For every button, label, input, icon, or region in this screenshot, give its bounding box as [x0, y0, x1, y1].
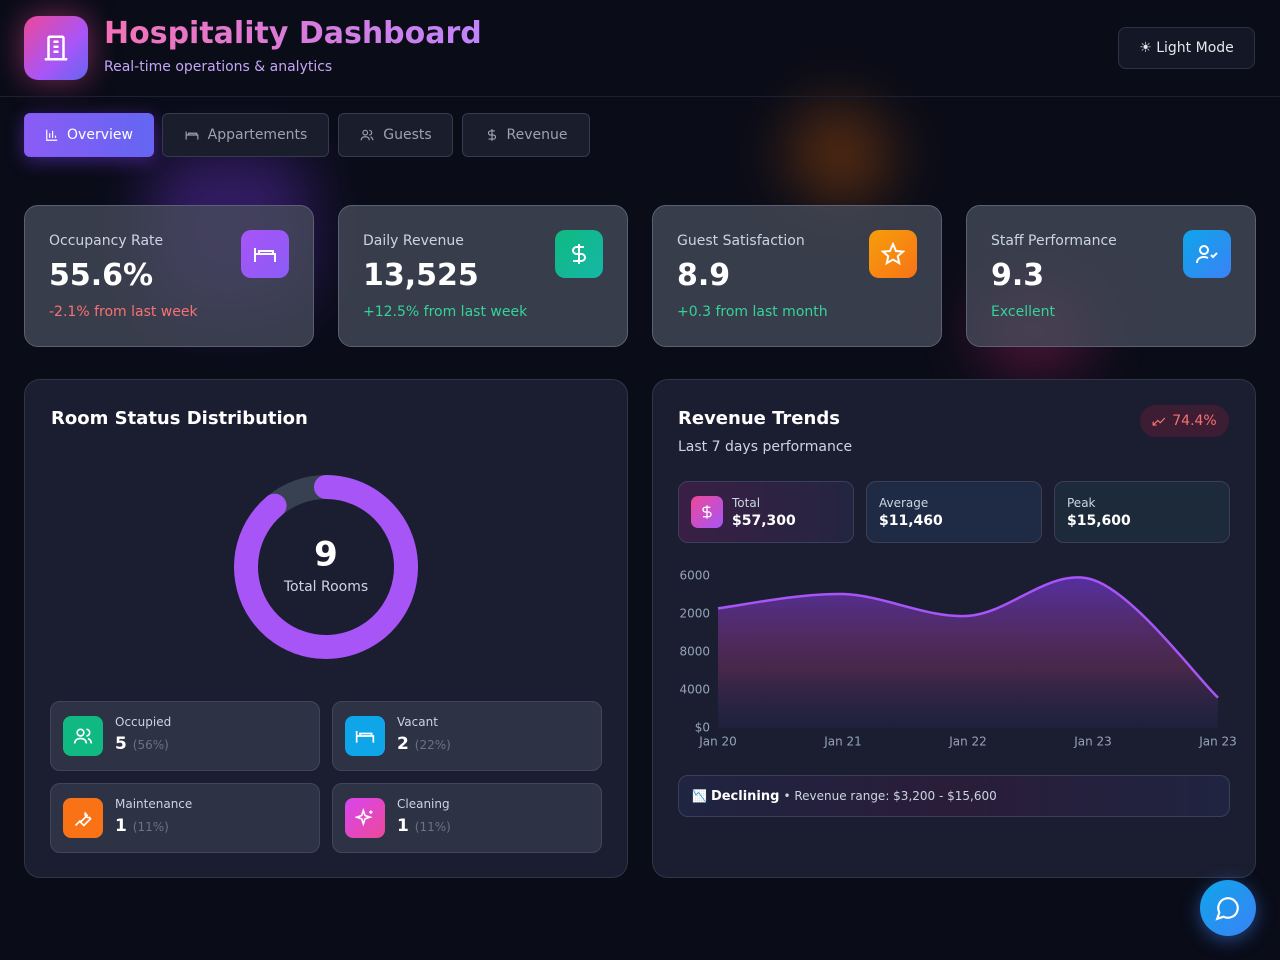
tab-label: Overview: [67, 127, 133, 143]
status-label: Vacant: [397, 715, 438, 729]
status-value: 1 (11%): [397, 816, 451, 836]
status-percent: (22%): [414, 738, 451, 752]
trend-badge-text: 74.4%: [1172, 413, 1217, 429]
tab-icon: [46, 129, 58, 141]
tab-label: Guests: [383, 127, 432, 143]
divider: [0, 96, 1280, 97]
status-box: Maintenance 1 (11%): [50, 783, 320, 853]
title: Hospitality Dashboard: [104, 16, 482, 51]
tab-icon: [487, 129, 496, 141]
footer-icon: 📉: [692, 789, 707, 803]
stat-label: Occupancy Rate: [49, 233, 164, 249]
stat-icon: [555, 230, 603, 278]
tab[interactable]: Appartements: [162, 113, 329, 157]
status-count: 1: [115, 816, 127, 836]
tab-icon: [185, 131, 199, 140]
summary-box: Total $57,300: [678, 481, 854, 543]
summary-value: $57,300: [732, 513, 796, 529]
status-label: Occupied: [115, 715, 172, 729]
stat-card: Occupancy Rate 55.6% -2.1% from last wee…: [24, 205, 314, 347]
status-label: Cleaning: [397, 797, 450, 811]
stat-card: Guest Satisfaction 8.9 +0.3 from last mo…: [652, 205, 942, 347]
status-box: Vacant 2 (22%): [332, 701, 602, 771]
stat-card: Daily Revenue 13,525 +12.5% from last we…: [338, 205, 628, 347]
status-count: 5: [115, 734, 127, 754]
panel-title: Revenue Trends: [678, 408, 840, 429]
summary-label: Peak: [1067, 496, 1096, 510]
stat-label: Staff Performance: [991, 233, 1117, 249]
stat-change: Excellent: [991, 304, 1055, 320]
stat-icon: [1183, 230, 1231, 278]
status-label: Maintenance: [115, 797, 193, 811]
status-icon: [345, 716, 385, 756]
stat-icon: [869, 230, 917, 278]
status-icon: [63, 716, 103, 756]
summary-icon: [691, 496, 723, 528]
status-count: 2: [397, 734, 409, 754]
trend-footer: 📉 Declining • Revenue range: $3,200 - $1…: [678, 775, 1230, 817]
status-value: 2 (22%): [397, 734, 451, 754]
summary-value: $15,600: [1067, 513, 1131, 529]
stat-value: 13,525: [363, 258, 479, 293]
stat-value: 8.9: [677, 258, 731, 293]
status-count: 1: [397, 816, 409, 836]
stat-change: -2.1% from last week: [49, 304, 198, 320]
trend-badge: 74.4%: [1140, 405, 1229, 437]
summary-box: Peak $15,600: [1054, 481, 1230, 543]
panel-title: Room Status Distribution: [51, 408, 308, 429]
chat-button[interactable]: [1200, 880, 1256, 936]
status-value: 5 (56%): [115, 734, 169, 754]
stat-change: +0.3 from last month: [677, 304, 828, 320]
logo: [24, 16, 88, 80]
stat-change: +12.5% from last week: [363, 304, 528, 320]
tab-label: Revenue: [506, 127, 568, 143]
summary-label: Average: [879, 496, 929, 510]
tab-label: Appartements: [207, 127, 308, 143]
summary-value: $11,460: [879, 513, 943, 529]
stat-icon: [241, 230, 289, 278]
tab[interactable]: Revenue: [462, 113, 590, 157]
summary-label: Total: [732, 496, 761, 510]
stat-label: Daily Revenue: [363, 233, 464, 249]
status-percent: (11%): [414, 820, 451, 834]
summary-box: Average $11,460: [866, 481, 1042, 543]
stat-value: 55.6%: [49, 258, 154, 293]
status-icon: [345, 798, 385, 838]
tab[interactable]: Guests: [338, 113, 453, 157]
footer-text: • Revenue range: $3,200 - $15,600: [783, 789, 997, 803]
status-icon: [63, 798, 103, 838]
chat-icon: [1215, 897, 1239, 921]
subtitle: Real-time operations & analytics: [104, 59, 333, 75]
status-percent: (56%): [132, 738, 169, 752]
stat-card: Staff Performance 9.3 Excellent: [966, 205, 1256, 347]
panel-subtitle: Last 7 days performance: [678, 439, 853, 455]
bg-shape: [774, 91, 906, 219]
status-percent: (11%): [132, 820, 169, 834]
theme-toggle[interactable]: ☀ Light Mode: [1118, 27, 1255, 69]
status-value: 1 (11%): [115, 816, 169, 836]
stat-label: Guest Satisfaction: [677, 233, 805, 249]
tab-icon: [360, 129, 374, 141]
status-box: Cleaning 1 (11%): [332, 783, 602, 853]
stat-value: 9.3: [991, 258, 1045, 293]
tab[interactable]: Overview: [24, 113, 154, 157]
status-box: Occupied 5 (56%): [50, 701, 320, 771]
logo-icon: [44, 35, 68, 61]
footer-status: Declining: [710, 788, 780, 804]
